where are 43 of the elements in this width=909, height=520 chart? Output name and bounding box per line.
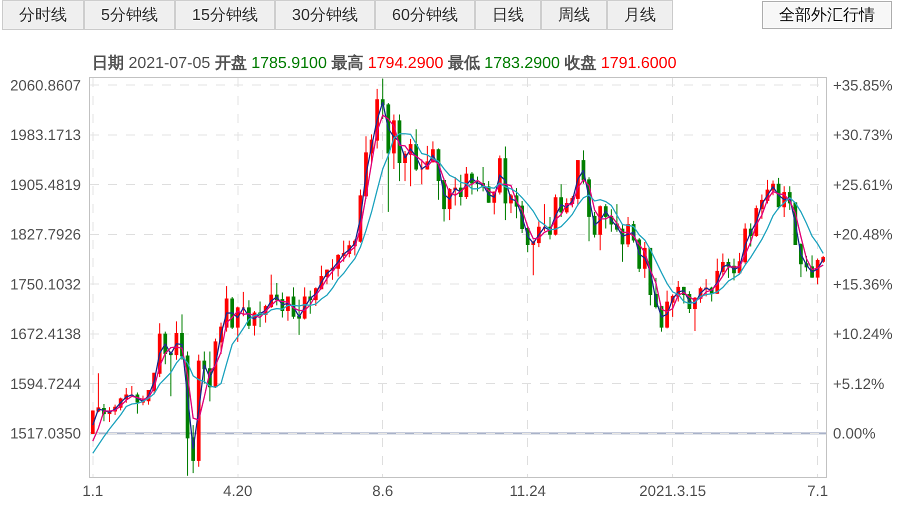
candlestick xyxy=(96,372,100,413)
candlestick xyxy=(476,176,480,192)
text: 全部外汇行情 xyxy=(779,6,875,24)
text: 30分钟线 xyxy=(292,6,358,24)
y-tick-label: 1983.1713 xyxy=(10,127,81,144)
text: 15分钟线 xyxy=(192,6,258,24)
y2-tick-label: +5.12% xyxy=(833,376,884,393)
candlestick xyxy=(241,291,246,317)
y2-tick-label: +15.36% xyxy=(833,276,893,294)
y2-tick-label: +35.85% xyxy=(833,77,893,94)
y-tick-label: 2060.8607 xyxy=(10,77,81,94)
candlestick xyxy=(420,158,424,185)
candlestick xyxy=(704,278,708,297)
text: 分时线 xyxy=(19,6,67,24)
y2-tick-label: +20.48% xyxy=(833,226,893,244)
x-tick-label: 1.1 xyxy=(82,483,104,500)
candlestick xyxy=(453,176,458,206)
text: 日线 xyxy=(492,6,524,24)
y2-tick-label: 0.00% xyxy=(833,426,876,443)
y-tick-label: 1750.1032 xyxy=(10,276,81,294)
text: 月线 xyxy=(624,6,656,24)
x-tick-label: 4.20 xyxy=(223,483,252,500)
candlestick xyxy=(168,350,173,397)
y2-tick-label: +25.61% xyxy=(833,176,893,194)
candlestick xyxy=(386,102,390,212)
y-tick-label: 1594.7244 xyxy=(10,376,81,393)
text: 60分钟线 xyxy=(392,6,458,24)
candlestick xyxy=(174,320,178,360)
y2-tick-label: +30.73% xyxy=(833,127,893,144)
text: 日期 2021-07-05 开盘 1785.9100 最高 1794.2900 最低 1783.2900 收盘 1791.6000 xyxy=(92,55,676,72)
y-tick-label: 1827.7926 xyxy=(10,226,81,244)
x-tick-label: 2021.3.15 xyxy=(639,483,706,500)
x-tick-label: 11.24 xyxy=(509,483,546,500)
x-tick-label: 7.1 xyxy=(807,483,828,500)
y2-tick-label: +10.24% xyxy=(833,326,893,344)
candlestick xyxy=(776,177,780,210)
candlestick xyxy=(531,240,536,276)
text: 周线 xyxy=(558,6,590,24)
y-tick-label: 1672.4138 xyxy=(10,326,81,344)
x-tick-label: 8.6 xyxy=(372,483,394,500)
text: 5分钟线 xyxy=(101,6,158,24)
y-tick-label: 1905.4819 xyxy=(10,176,81,194)
y-tick-label: 1517.0350 xyxy=(10,426,81,443)
